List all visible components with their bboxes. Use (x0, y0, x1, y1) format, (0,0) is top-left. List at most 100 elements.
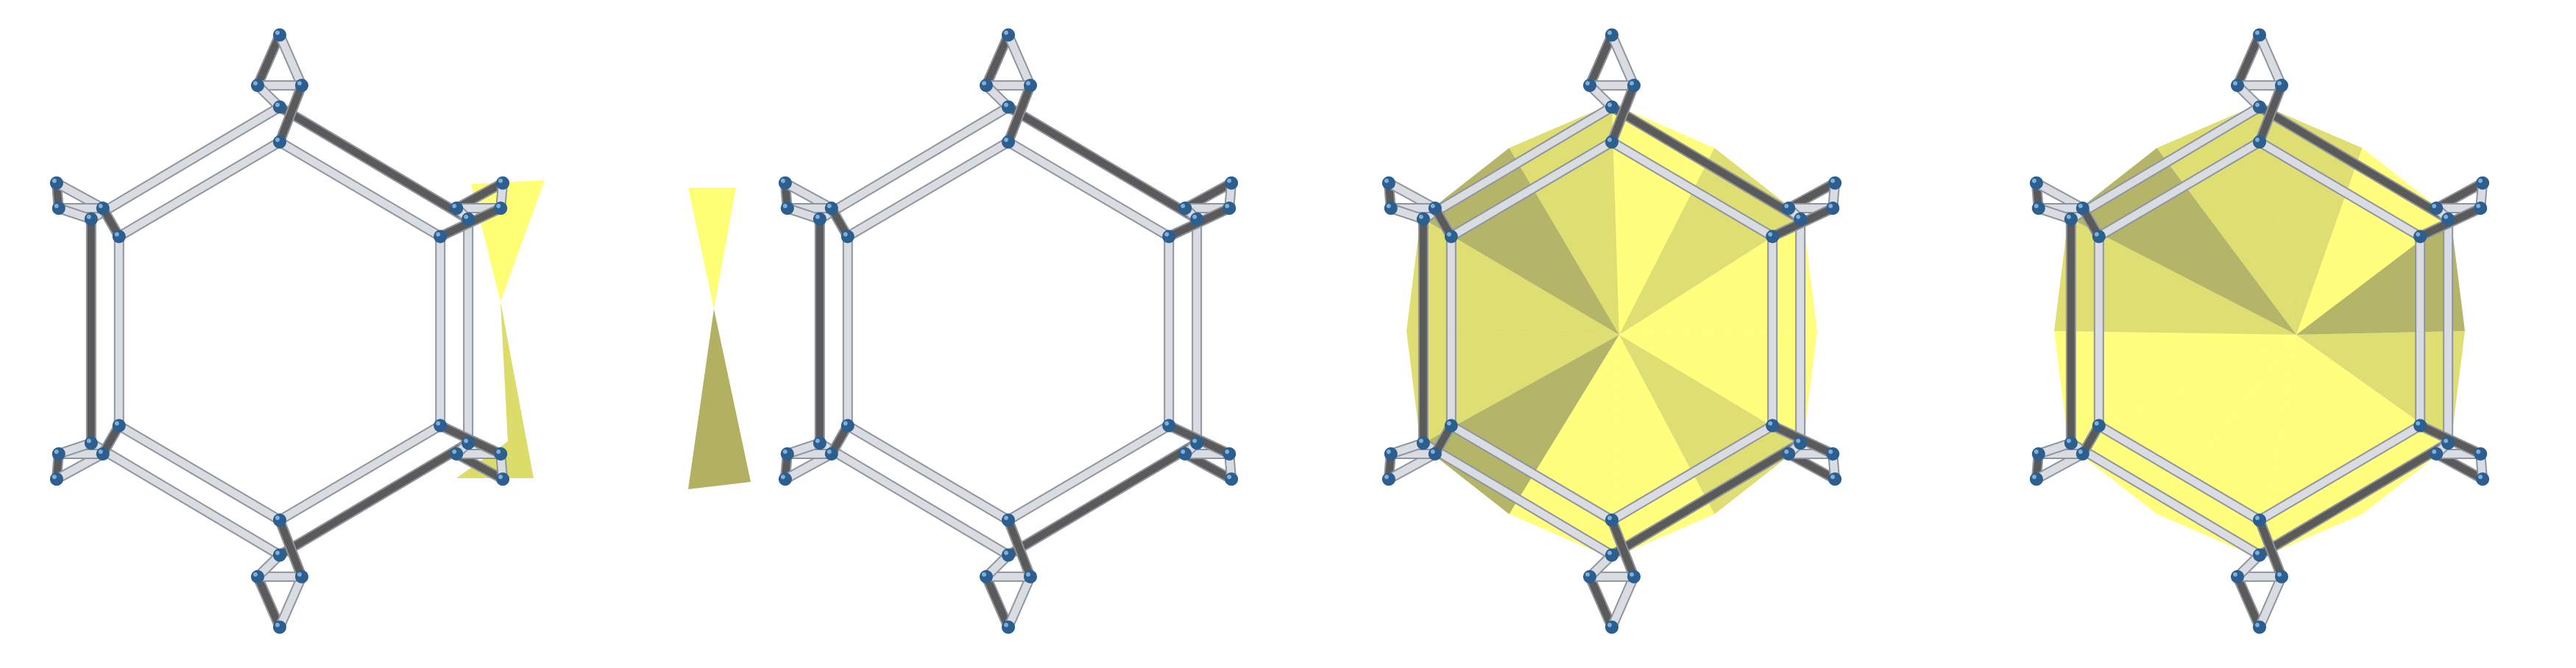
node-side-b-2 (1826, 447, 1840, 461)
node-inner-0 (1002, 135, 1015, 149)
rod-corner-a-0 (983, 31, 1012, 90)
node-outer-0-highlight (1004, 102, 1008, 107)
panel-3 (1288, 0, 1932, 668)
node-side-a-0-highlight (1585, 81, 1590, 86)
node-inner-0-highlight (275, 137, 280, 142)
rod-inner-0 (276, 138, 445, 241)
framework (2029, 28, 2490, 634)
fill-triangle-upper (688, 188, 736, 309)
node-inner-1-highlight (2416, 232, 2421, 237)
node-side-a-5 (52, 202, 66, 216)
node-side-b-3 (295, 569, 308, 583)
node-outer-1 (1190, 212, 1204, 226)
node-side-b-1 (1826, 202, 1840, 216)
node-outer-2-highlight (1192, 438, 1197, 444)
node-inner-0-highlight (2255, 137, 2260, 142)
node-side-b-0-highlight (1630, 81, 1634, 86)
node-tip-0-highlight (1004, 30, 1008, 35)
node-outer-5 (84, 212, 98, 226)
node-inner-4-highlight (843, 421, 848, 426)
rod-link-b-0 (1608, 82, 1638, 146)
rod-link-b-3 (1005, 516, 1034, 580)
node-side-a-4 (780, 447, 794, 461)
node-side-a-5-highlight (782, 204, 788, 209)
node-side-a-1-highlight (1784, 204, 1789, 209)
node-tip-0 (2253, 28, 2266, 42)
node-side-b-0 (1024, 79, 1037, 93)
rod-inner-3 (843, 422, 1012, 525)
node-tip-5 (1381, 176, 1395, 190)
node-side-b-1 (494, 202, 508, 216)
node-side-b-3-highlight (2277, 572, 2282, 577)
fan-sector-9 (1406, 217, 1619, 335)
rod-outer-0 (1005, 103, 1201, 223)
node-tip-4-highlight (2031, 475, 2037, 480)
node-side-a-2-highlight (452, 449, 457, 454)
node-inner-4 (112, 419, 126, 433)
node-side-b-0 (1627, 79, 1641, 93)
rod-corner-b-3 (276, 572, 305, 631)
node-outer-3 (2253, 548, 2266, 562)
node-inner-0-highlight (1004, 137, 1008, 142)
node-side-a-0-highlight (2233, 81, 2237, 86)
node-side-b-3-highlight (1630, 572, 1634, 577)
node-side-a-4-highlight (54, 449, 59, 454)
fan-sector-6 (2156, 335, 2296, 558)
node-side-b-1 (2474, 202, 2488, 216)
node-side-b-4-highlight (98, 449, 103, 454)
rod-corner-a-0 (1586, 31, 1616, 90)
rod-inner-2 (2256, 422, 2424, 525)
node-inner-5 (841, 230, 854, 244)
node-side-b-5-highlight (98, 204, 103, 209)
node-side-a-1-highlight (1181, 204, 1186, 209)
node-side-b-4-highlight (2078, 449, 2083, 454)
node-tip-2-highlight (1227, 475, 1232, 480)
node-tip-0-highlight (275, 30, 280, 35)
node-side-b-3 (1627, 569, 1641, 583)
node-outer-0 (273, 100, 286, 114)
node-outer-2 (1190, 436, 1204, 450)
rod-corner-a-0 (254, 31, 283, 90)
node-side-b-3 (2275, 569, 2288, 583)
node-inner-4 (2092, 419, 2106, 433)
rod-corner-b-0 (1608, 31, 1638, 90)
node-outer-2-highlight (1796, 438, 1801, 444)
rod-inner-5 (2095, 138, 2263, 241)
panel-1-drawing (49, 28, 545, 634)
node-tip-1 (496, 176, 510, 190)
node-side-b-1-highlight (2476, 204, 2481, 209)
node-side-b-1-highlight (1828, 204, 1833, 209)
rod-outer-3 (815, 439, 1012, 559)
node-inner-3 (1002, 514, 1015, 527)
node-inner-2-highlight (2416, 421, 2421, 426)
rod-outer-2 (2256, 439, 2452, 559)
node-inner-1 (1162, 230, 1176, 244)
node-side-a-0 (1583, 79, 1596, 93)
node-side-b-4 (96, 447, 110, 461)
node-tip-1-highlight (1227, 178, 1232, 183)
node-inner-1 (1766, 230, 1780, 244)
node-outer-3-highlight (2255, 550, 2260, 555)
node-outer-0 (1002, 100, 1015, 114)
node-outer-0-highlight (275, 102, 280, 107)
rod-outer-5 (2067, 103, 2263, 223)
rod-link-b-0 (2256, 82, 2285, 146)
node-side-b-0 (2275, 79, 2288, 93)
node-side-b-2-highlight (2476, 449, 2481, 454)
rod-inner-3 (1447, 422, 1616, 525)
node-outer-3-highlight (1607, 550, 1612, 555)
node-inner-1-highlight (436, 232, 441, 237)
rod-inner-2 (276, 422, 445, 525)
node-tip-0-highlight (1607, 30, 1612, 35)
node-side-b-2-highlight (496, 449, 501, 454)
node-outer-4-highlight (815, 438, 820, 444)
node-inner-4-highlight (114, 421, 119, 426)
node-outer-1 (1794, 212, 1808, 226)
fan-sector-9 (2054, 217, 2296, 335)
node-outer-0-highlight (1607, 102, 1612, 107)
node-side-a-5 (2031, 202, 2045, 216)
node-side-a-0 (251, 79, 264, 93)
node-side-a-2-highlight (2432, 449, 2437, 454)
node-side-a-4-highlight (2034, 449, 2039, 454)
node-outer-1-highlight (1796, 214, 1801, 219)
